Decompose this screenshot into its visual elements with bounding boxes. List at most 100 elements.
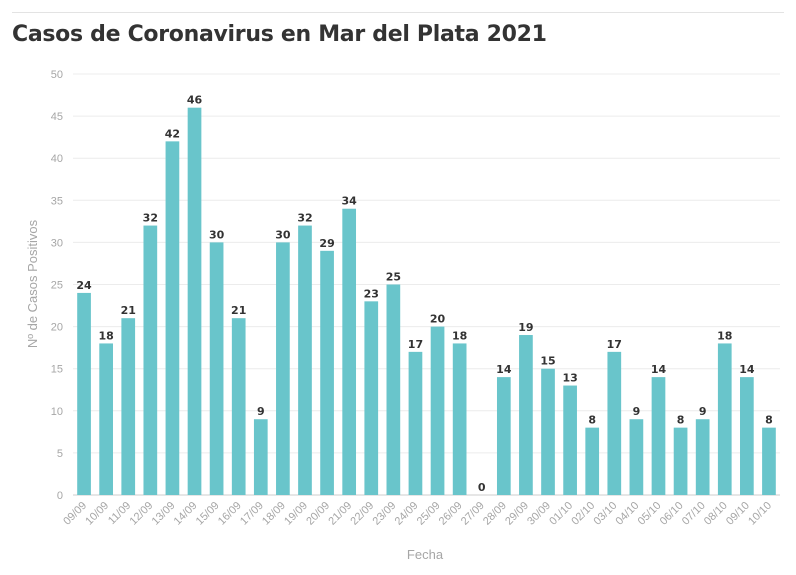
x-tick-label: 16/09 bbox=[216, 500, 244, 528]
x-tick-label: 21/09 bbox=[326, 500, 354, 528]
x-tick-label: 20/09 bbox=[304, 500, 332, 528]
bar bbox=[651, 377, 666, 495]
data-label: 8 bbox=[588, 414, 596, 427]
x-tick-label: 28/09 bbox=[481, 500, 509, 528]
data-label: 14 bbox=[739, 363, 755, 376]
data-label: 25 bbox=[386, 271, 401, 284]
y-tick-label: 45 bbox=[51, 111, 63, 123]
bar bbox=[143, 225, 158, 495]
bar bbox=[121, 318, 136, 495]
y-tick-label: 20 bbox=[51, 322, 63, 334]
bar bbox=[320, 250, 334, 495]
bar bbox=[342, 208, 357, 495]
data-label: 15 bbox=[540, 355, 555, 368]
x-tick-label: 10/10 bbox=[746, 500, 774, 528]
x-tick-label: 11/09 bbox=[106, 500, 133, 527]
x-tick-label: 03/10 bbox=[591, 500, 619, 528]
bar bbox=[762, 427, 776, 495]
y-axis-ticks: 0 5 10 15 20 25 30 35 40 45 50 bbox=[51, 69, 63, 502]
bar bbox=[695, 419, 710, 495]
x-tick-label: 22/09 bbox=[348, 500, 376, 528]
y-tick-label: 50 bbox=[51, 69, 63, 81]
x-tick-label: 09/09 bbox=[61, 500, 89, 528]
bar bbox=[386, 284, 401, 495]
data-label: 9 bbox=[257, 405, 265, 418]
bar bbox=[364, 301, 379, 495]
bar bbox=[673, 427, 688, 495]
y-tick-label: 40 bbox=[51, 153, 63, 165]
bar bbox=[629, 419, 644, 495]
data-label: 18 bbox=[98, 329, 113, 342]
y-axis-title: Nº de Casos Positivos bbox=[25, 219, 40, 348]
bar bbox=[231, 318, 246, 495]
x-tick-label: 18/09 bbox=[260, 500, 288, 528]
x-tick-label: 15/09 bbox=[194, 500, 222, 528]
chart-title: Casos de Coronavirus en Mar del Plata 20… bbox=[12, 22, 547, 47]
y-tick-label: 10 bbox=[51, 406, 63, 418]
x-tick-label: 05/10 bbox=[636, 500, 664, 528]
data-label: 23 bbox=[364, 287, 379, 300]
data-label: 9 bbox=[699, 405, 707, 418]
bar bbox=[209, 242, 224, 495]
bar bbox=[165, 141, 180, 496]
x-tick-label: 30/09 bbox=[525, 500, 553, 528]
data-label: 32 bbox=[143, 212, 158, 225]
bar bbox=[717, 343, 732, 495]
x-axis-ticks: 09/0910/0911/0912/0913/0914/0915/0916/09… bbox=[61, 500, 774, 528]
data-label: 32 bbox=[297, 212, 312, 225]
data-label: 13 bbox=[562, 372, 577, 385]
x-tick-label: 13/09 bbox=[150, 500, 178, 528]
data-labels: 24 18 21 32 42 46 30 21 9 30 32 29 34 23 25 17 20 18 0 14 19… bbox=[76, 94, 772, 494]
x-tick-label: 09/10 bbox=[724, 500, 752, 528]
data-label: 20 bbox=[430, 313, 446, 326]
x-axis-title: Fecha bbox=[407, 547, 444, 562]
data-label: 30 bbox=[209, 228, 225, 241]
x-tick-label: 04/10 bbox=[614, 500, 642, 528]
top-divider bbox=[12, 12, 784, 13]
data-label: 30 bbox=[275, 228, 291, 241]
bar bbox=[408, 351, 423, 495]
x-tick-label: 08/10 bbox=[702, 500, 730, 528]
x-tick-label: 14/09 bbox=[172, 500, 200, 528]
data-label: 34 bbox=[342, 195, 358, 208]
y-tick-label: 25 bbox=[51, 280, 63, 292]
x-tick-label: 23/09 bbox=[371, 500, 399, 528]
bar bbox=[77, 292, 91, 495]
x-tick-label: 07/10 bbox=[680, 500, 708, 528]
bar bbox=[496, 377, 511, 495]
y-tick-label: 15 bbox=[51, 364, 63, 376]
data-label: 17 bbox=[408, 338, 423, 351]
bar bbox=[298, 225, 312, 495]
data-label: 29 bbox=[319, 237, 334, 250]
bar bbox=[452, 343, 467, 495]
bar bbox=[585, 427, 600, 495]
bar bbox=[253, 419, 268, 495]
data-label: 14 bbox=[496, 363, 512, 376]
bar bbox=[187, 107, 202, 496]
y-tick-label: 0 bbox=[57, 490, 63, 502]
data-label: 18 bbox=[452, 329, 467, 342]
data-label: 14 bbox=[651, 363, 667, 376]
data-label: 18 bbox=[717, 329, 732, 342]
x-tick-label: 27/09 bbox=[459, 500, 487, 528]
bar bbox=[563, 385, 577, 495]
bar bbox=[276, 242, 290, 495]
data-label: 19 bbox=[518, 321, 533, 334]
x-tick-label: 10/09 bbox=[83, 500, 111, 528]
bar bbox=[430, 326, 445, 495]
bar bbox=[541, 368, 555, 495]
data-label: 17 bbox=[607, 338, 622, 351]
x-tick-label: 19/09 bbox=[282, 500, 310, 528]
y-tick-label: 35 bbox=[51, 195, 63, 207]
data-label: 21 bbox=[231, 304, 246, 317]
bar bbox=[519, 335, 533, 495]
x-tick-label: 29/09 bbox=[503, 500, 531, 528]
data-label: 24 bbox=[76, 279, 92, 292]
x-tick-label: 02/10 bbox=[569, 500, 597, 528]
bar bbox=[99, 343, 113, 495]
y-tick-label: 30 bbox=[51, 237, 63, 249]
data-label: 42 bbox=[165, 127, 180, 140]
data-label: 46 bbox=[187, 94, 203, 107]
x-tick-label: 12/09 bbox=[127, 500, 155, 528]
